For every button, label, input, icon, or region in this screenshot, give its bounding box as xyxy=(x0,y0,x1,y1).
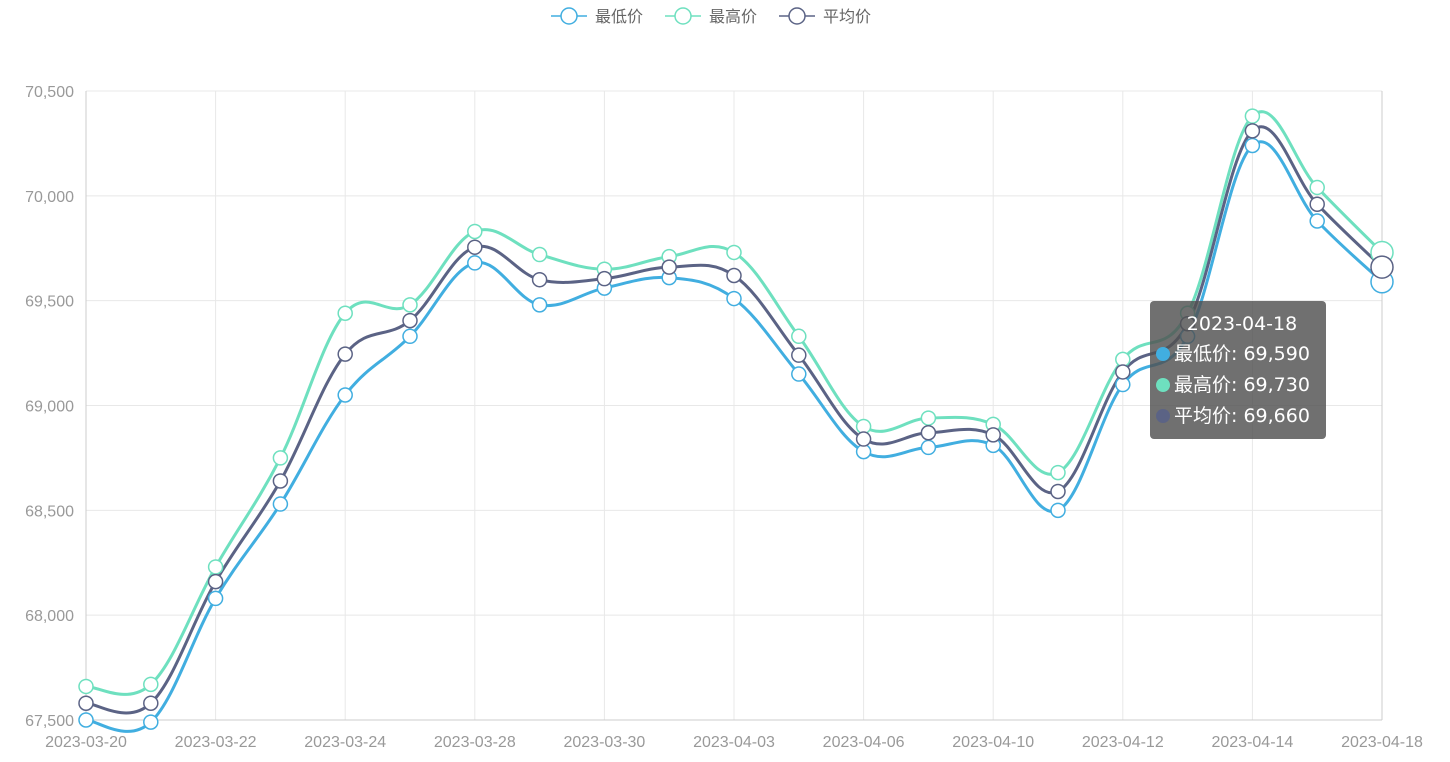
axes: 67,500 68,000 68,500 69,000 69,500 70,000 70,5… xyxy=(25,84,1423,751)
tooltip-row-min: 最低价: 69,590 xyxy=(1156,339,1320,370)
y-tick-label: 69,000 xyxy=(25,399,74,416)
data-point[interactable] xyxy=(337,387,353,403)
data-point[interactable] xyxy=(1370,255,1394,279)
x-tick-label: 2023-04-10 xyxy=(952,734,1034,751)
data-point[interactable] xyxy=(143,676,159,693)
y-tick-label: 70,500 xyxy=(25,84,74,101)
x-tick-label: 2023-04-12 xyxy=(1082,734,1164,751)
tooltip: 2023-04-18 最低价: 69,590 最高价: 69,730 平均价: … xyxy=(1150,301,1326,439)
data-point[interactable] xyxy=(1244,108,1261,124)
y-tick-label: 68,000 xyxy=(25,608,74,625)
data-point[interactable] xyxy=(337,305,353,321)
legend-label: 最高价 xyxy=(709,7,757,26)
data-points[interactable] xyxy=(78,108,1394,730)
legend-label: 平均价 xyxy=(823,7,871,26)
data-point[interactable] xyxy=(337,346,353,362)
data-point[interactable] xyxy=(272,473,289,489)
tooltip-label-avg: 平均价: 69,660 xyxy=(1174,405,1310,427)
data-point[interactable] xyxy=(726,290,742,307)
tooltip-row-avg: 平均价: 69,660 xyxy=(1156,401,1320,432)
tooltip-label-min: 最低价: 69,590 xyxy=(1174,343,1310,365)
legend-marker xyxy=(788,7,806,25)
data-point[interactable] xyxy=(78,712,94,728)
data-point[interactable] xyxy=(143,714,159,730)
x-tick-label: 2023-03-28 xyxy=(434,734,516,751)
tooltip-label-max: 最高价: 69,730 xyxy=(1174,374,1310,396)
data-point[interactable] xyxy=(661,259,677,275)
data-point[interactable] xyxy=(272,496,289,512)
data-point[interactable] xyxy=(207,590,224,607)
data-point[interactable] xyxy=(726,244,742,261)
data-point[interactable] xyxy=(791,328,807,345)
data-point[interactable] xyxy=(402,312,418,329)
y-tick-label: 70,000 xyxy=(25,189,74,206)
legend-item[interactable]: 最高价 xyxy=(665,7,757,26)
tooltip-dot-min xyxy=(1156,347,1170,361)
data-point[interactable] xyxy=(467,223,483,240)
x-tick-label: 2023-03-22 xyxy=(175,734,257,751)
data-point[interactable] xyxy=(78,695,94,711)
y-tick-label: 67,500 xyxy=(25,713,74,730)
y-tick-label: 68,500 xyxy=(25,503,74,520)
data-point[interactable] xyxy=(402,328,418,345)
x-tick-label: 2023-03-20 xyxy=(45,734,127,751)
data-point[interactable] xyxy=(855,431,872,447)
data-point[interactable] xyxy=(531,297,548,313)
data-point[interactable] xyxy=(791,366,807,382)
data-point[interactable] xyxy=(272,450,289,466)
tooltip-row-max: 最高价: 69,730 xyxy=(1156,370,1320,401)
data-point[interactable] xyxy=(1050,502,1066,519)
data-point[interactable] xyxy=(1244,123,1261,139)
data-point[interactable] xyxy=(920,410,937,426)
data-point[interactable] xyxy=(596,270,613,287)
data-point[interactable] xyxy=(985,427,1001,443)
data-point[interactable] xyxy=(531,246,548,263)
data-point[interactable] xyxy=(1244,137,1261,154)
data-point[interactable] xyxy=(920,425,937,441)
x-tick-label: 2023-04-18 xyxy=(1341,734,1423,751)
data-point[interactable] xyxy=(1309,196,1325,212)
tooltip-title: 2023-04-18 xyxy=(1186,313,1298,335)
legend-label: 最低价 xyxy=(595,7,643,26)
tooltip-dot-avg xyxy=(1156,409,1170,423)
x-tick-label: 2023-04-06 xyxy=(823,734,905,751)
data-point[interactable] xyxy=(1309,179,1325,196)
x-tick-label: 2023-04-03 xyxy=(693,734,775,751)
data-point[interactable] xyxy=(402,297,418,313)
legend-item[interactable]: 平均价 xyxy=(779,7,871,26)
legend-marker xyxy=(560,7,578,25)
data-point[interactable] xyxy=(143,695,159,711)
data-point[interactable] xyxy=(726,267,742,284)
legend-marker xyxy=(674,7,692,25)
data-point[interactable] xyxy=(467,255,483,271)
data-point[interactable] xyxy=(207,559,224,575)
data-point[interactable] xyxy=(1309,213,1325,229)
x-tick-label: 2023-03-30 xyxy=(563,734,645,751)
legend[interactable]: 最低价 最高价 平均价 xyxy=(551,7,871,26)
data-point[interactable] xyxy=(207,573,224,590)
data-point[interactable] xyxy=(1050,483,1066,500)
data-point[interactable] xyxy=(78,678,94,695)
data-point[interactable] xyxy=(531,271,548,288)
data-point[interactable] xyxy=(467,239,483,255)
tooltip-dot-max xyxy=(1156,378,1170,392)
y-tick-label: 69,500 xyxy=(25,294,74,311)
legend-item[interactable]: 最低价 xyxy=(551,7,643,26)
data-point[interactable] xyxy=(791,347,807,363)
data-point[interactable] xyxy=(920,439,937,456)
data-point[interactable] xyxy=(1050,464,1066,481)
x-tick-label: 2023-04-14 xyxy=(1211,734,1293,751)
x-tick-label: 2023-03-24 xyxy=(304,734,386,751)
data-point[interactable] xyxy=(1115,364,1131,380)
